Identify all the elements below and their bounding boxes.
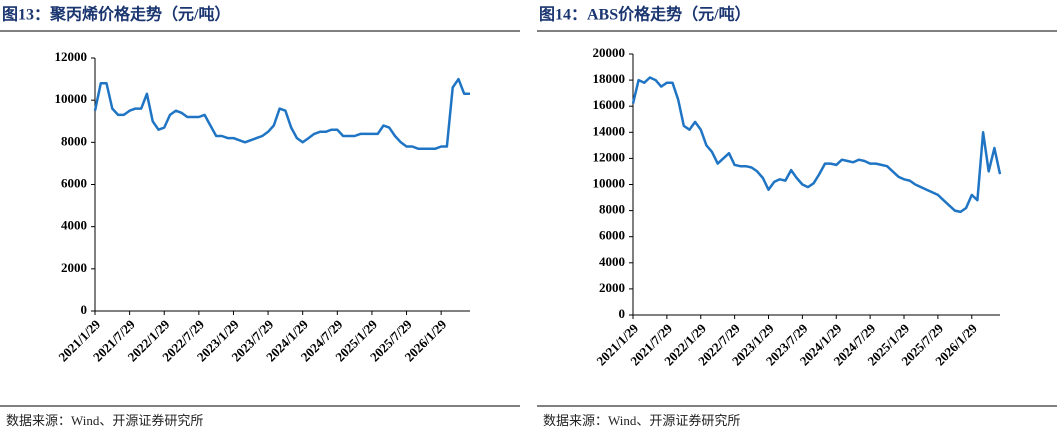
chart-title: 图14：ABS价格走势（元/吨） [539,5,751,24]
source-note: 数据来源：Wind、开源证券研究所 [6,413,203,428]
y-tick-label: 12000 [593,149,626,164]
y-tick-label: 6000 [599,228,625,243]
y-tick-label: 4000 [599,254,625,269]
y-tick-label: 6000 [61,175,87,190]
y-tick-label: 0 [81,302,88,317]
y-tick-label: 8000 [61,133,87,148]
y-tick-label: 2000 [61,260,87,275]
price-line [93,77,470,150]
y-tick-label: 16000 [593,97,626,112]
y-tick-label: 8000 [599,202,625,217]
price-line [631,76,1002,214]
y-tick-label: 20000 [593,45,626,60]
y-tick-label: 0 [619,306,626,321]
y-tick-label: 18000 [593,71,626,86]
y-tick-label: 4000 [61,218,87,233]
y-tick-label: 10000 [593,175,626,190]
y-tick-label: 10000 [55,91,88,106]
y-tick-label: 2000 [599,280,625,295]
chart-title: 图13：聚丙烯价格走势（元/吨） [2,5,230,24]
y-tick-label: 12000 [55,49,88,64]
y-tick-label: 14000 [593,123,626,138]
source-note: 数据来源：Wind、开源证券研究所 [543,413,740,428]
